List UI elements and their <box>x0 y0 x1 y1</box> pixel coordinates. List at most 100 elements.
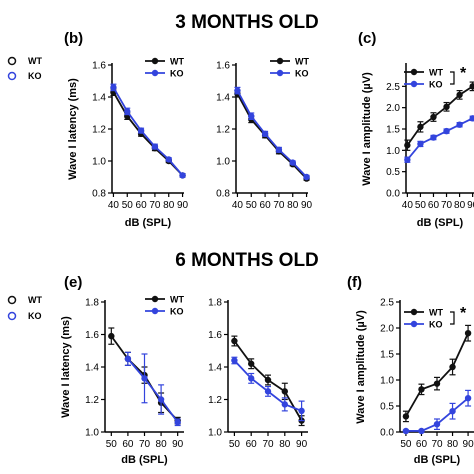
series-line <box>406 85 474 146</box>
y-tick-label: 1.6 <box>85 330 99 341</box>
legend-marker <box>410 320 418 328</box>
y-tick-label: 1.8 <box>208 298 222 309</box>
data-point <box>469 83 474 90</box>
legend-marker <box>151 69 159 77</box>
wt-legend-marker <box>7 295 17 305</box>
data-point <box>404 156 411 163</box>
y-tick-label: 1.6 <box>208 330 222 341</box>
y-tick-label: 1.4 <box>208 363 222 374</box>
ko-legend-marker <box>7 71 17 81</box>
data-point <box>124 355 132 363</box>
x-tick-label: 60 <box>260 200 272 211</box>
x-axis-title: dB (SPL) <box>125 217 172 229</box>
legend-label: WT <box>429 68 443 78</box>
x-tick-label: 90 <box>296 439 308 450</box>
series-wt <box>404 81 474 151</box>
chart-b-left: 0.8 1.0 1.2 1.4 1.6 40 50 60 70 80 90 dB (SPL) Wave … <box>64 30 189 229</box>
data-point <box>430 134 437 141</box>
x-tick-label: 70 <box>149 200 161 211</box>
legend-marker <box>276 57 284 65</box>
y-tick-label: 1.5 <box>386 125 400 136</box>
x-tick-label: 80 <box>287 200 299 211</box>
y-tick-label: 1.6 <box>92 61 106 72</box>
y-tick-label: 2.5 <box>380 298 394 309</box>
data-point <box>234 87 241 94</box>
legend-label: KO <box>170 69 184 79</box>
data-point <box>433 421 441 428</box>
significance-star: * <box>460 65 467 82</box>
y-tick-label: 0.0 <box>386 189 400 200</box>
data-point <box>433 380 441 387</box>
y-tick-label: 1.0 <box>380 376 394 387</box>
x-tick-label: 90 <box>172 439 184 450</box>
panel-label: (e) <box>64 274 82 291</box>
legend-label: KO <box>429 320 443 330</box>
ko-legend-marker <box>7 311 17 321</box>
data-point <box>151 143 159 150</box>
panel-label: (c) <box>358 30 376 47</box>
data-point <box>456 91 463 99</box>
legend: WT KO <box>145 57 184 79</box>
legend: WT KO <box>145 295 184 317</box>
x-tick-label: 50 <box>229 439 241 450</box>
y-tick-label: 1.0 <box>85 428 99 439</box>
x-tick-label: 60 <box>136 200 148 211</box>
x-tick-label: 50 <box>400 439 412 450</box>
data-point <box>404 142 411 149</box>
legend-marker <box>410 308 418 316</box>
data-point <box>449 363 456 371</box>
y-tick-label: 0.8 <box>216 189 230 200</box>
legend-label: KO <box>295 69 309 79</box>
side-legend-bottom: WT KO <box>7 295 42 321</box>
x-tick-label: 50 <box>122 200 134 211</box>
legend-marker <box>151 307 159 315</box>
series-line <box>112 86 184 176</box>
y-tick-label: 2.0 <box>386 103 400 114</box>
x-tick-label: 70 <box>431 439 443 450</box>
data-point <box>108 332 115 340</box>
section-title-6-months: 6 MONTHS OLD <box>175 250 319 271</box>
x-tick-label: 60 <box>122 439 134 450</box>
data-point <box>264 376 272 384</box>
y-tick-label: 1.0 <box>216 157 230 168</box>
y-axis-title: Wave I amplitude (µV) <box>355 310 367 424</box>
y-axis-title: Wave I latency (ms) <box>67 78 79 180</box>
data-point <box>248 375 255 382</box>
legend-label: WT <box>429 308 443 318</box>
significance-bracket <box>450 311 455 325</box>
legend-label: KO <box>429 80 443 90</box>
data-point <box>430 113 437 121</box>
x-tick-label: 60 <box>246 439 258 450</box>
y-tick-label: 2.5 <box>386 82 400 93</box>
y-tick-label: 1.0 <box>208 428 222 439</box>
series-ko <box>110 83 186 179</box>
data-point <box>456 121 463 128</box>
x-tick-label: 80 <box>454 200 466 211</box>
x-tick-label: 50 <box>106 439 118 450</box>
legend-label: WT <box>295 57 309 67</box>
panel-label: (f) <box>347 274 362 291</box>
legend-marker <box>410 68 418 76</box>
y-tick-label: 1.2 <box>208 395 222 406</box>
y-tick-label: 1.2 <box>92 125 106 136</box>
legend: WT KO * <box>404 305 467 330</box>
data-point <box>303 173 310 181</box>
y-tick-label: 0.8 <box>92 189 106 200</box>
wt-legend-label: WT <box>28 295 42 305</box>
y-tick-label: 1.2 <box>85 395 99 406</box>
data-point <box>443 103 450 111</box>
chart-e-left: 1.0 1.2 1.4 1.6 1.8 50 60 70 80 90 dB (SPL) Wave I … <box>60 274 184 466</box>
data-point <box>418 386 425 393</box>
data-point <box>275 146 283 153</box>
series-wt <box>402 324 472 423</box>
data-point <box>261 130 269 137</box>
data-point <box>402 427 410 435</box>
y-tick-label: 1.8 <box>85 298 99 309</box>
data-point <box>464 330 472 337</box>
legend-marker <box>151 57 159 65</box>
data-point <box>231 337 238 345</box>
data-point <box>248 113 255 120</box>
series-ko <box>234 86 310 181</box>
chart-e-right: 1.0 1.2 1.4 1.6 1.8 50 60 70 80 90 <box>208 298 308 450</box>
